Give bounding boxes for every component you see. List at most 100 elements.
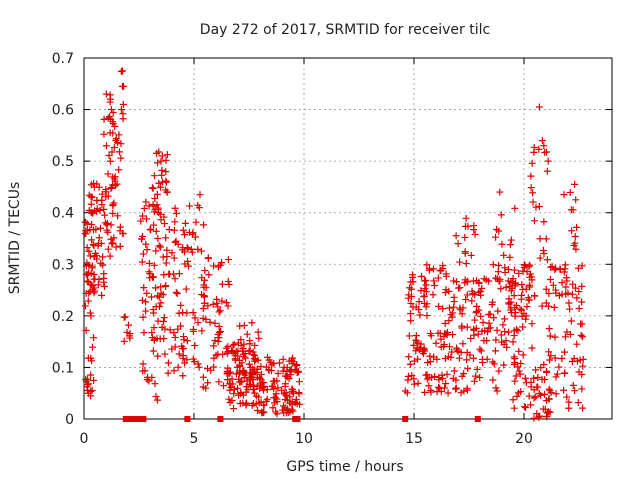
data-point [470, 331, 478, 339]
data-point [511, 312, 519, 320]
data-point [577, 331, 585, 339]
data-point [461, 249, 469, 257]
data-point [84, 375, 92, 383]
data-point [492, 384, 500, 392]
data-point [85, 191, 93, 199]
data-point [115, 131, 123, 139]
data-point [466, 351, 474, 359]
data-point [157, 243, 165, 251]
data-point [460, 370, 468, 378]
data-point [493, 326, 501, 334]
data-point [516, 305, 524, 313]
data-point [211, 319, 219, 327]
data-point [435, 302, 443, 310]
data-point [571, 387, 579, 395]
x-tick-label: 10 [295, 431, 313, 447]
data-point [540, 390, 548, 398]
data-point [237, 341, 245, 349]
data-point [450, 293, 458, 301]
data-point [255, 334, 263, 342]
data-point [142, 240, 150, 248]
data-point [408, 293, 416, 301]
data-point [120, 313, 128, 321]
data-point [445, 287, 453, 295]
data-point [571, 239, 579, 247]
data-point [98, 196, 106, 204]
data-point [139, 360, 147, 368]
data-point [282, 389, 290, 397]
data-point [463, 386, 471, 394]
data-point [509, 396, 517, 404]
data-point [209, 300, 217, 308]
y-tick-label: 0.7 [52, 51, 74, 67]
data-point [513, 392, 521, 400]
data-point [256, 381, 264, 389]
data-point [561, 265, 569, 273]
data-point [92, 225, 100, 233]
data-point [153, 149, 161, 157]
data-point [109, 239, 117, 247]
data-point [543, 368, 551, 376]
data-point [521, 403, 529, 411]
data-point [420, 344, 428, 352]
data-point [162, 156, 170, 164]
data-point [225, 395, 233, 403]
data-point [542, 285, 550, 293]
data-point [239, 399, 247, 407]
data-point [235, 391, 243, 399]
data-point [534, 383, 542, 391]
data-point [249, 385, 257, 393]
data-point [173, 289, 181, 297]
data-point [248, 319, 256, 327]
data-point [163, 253, 171, 261]
data-point [529, 198, 537, 206]
data-point [171, 343, 179, 351]
data-point [137, 217, 145, 225]
data-point [160, 314, 168, 322]
data-point [431, 372, 439, 380]
data-point [116, 242, 124, 250]
data-point [170, 367, 178, 375]
data-point [552, 264, 560, 272]
data-point [154, 204, 162, 212]
data-point [476, 374, 484, 382]
data-point [452, 278, 460, 286]
x-tick-label: 20 [515, 431, 533, 447]
data-point [534, 373, 542, 381]
data-point [171, 218, 179, 226]
data-point [138, 235, 146, 243]
data-point [571, 180, 579, 188]
data-point [214, 350, 222, 358]
data-point [157, 299, 165, 307]
data-point [213, 295, 221, 303]
data-point [210, 363, 218, 371]
data-point [206, 318, 214, 326]
data-point [500, 251, 508, 259]
data-point [160, 220, 168, 228]
data-point [566, 330, 574, 338]
data-point [532, 203, 540, 211]
data-point [194, 360, 202, 368]
data-point [148, 334, 156, 342]
data-point [506, 283, 514, 291]
data-point [100, 270, 108, 278]
data-point [560, 386, 568, 394]
data-point [528, 276, 536, 284]
data-point [281, 382, 289, 390]
data-point [87, 312, 95, 320]
data-point [436, 384, 444, 392]
data-point [514, 389, 522, 397]
data-point [407, 285, 415, 293]
data-point [499, 321, 507, 329]
y-tick-label: 0.3 [52, 257, 74, 273]
data-point [170, 329, 178, 337]
data-point [489, 376, 497, 384]
data-point [271, 399, 279, 407]
data-point [539, 405, 547, 413]
data-point [82, 230, 90, 238]
data-point [257, 362, 265, 370]
data-point [552, 373, 560, 381]
data-point [547, 389, 555, 397]
data-point [183, 337, 191, 345]
data-point [540, 361, 548, 369]
